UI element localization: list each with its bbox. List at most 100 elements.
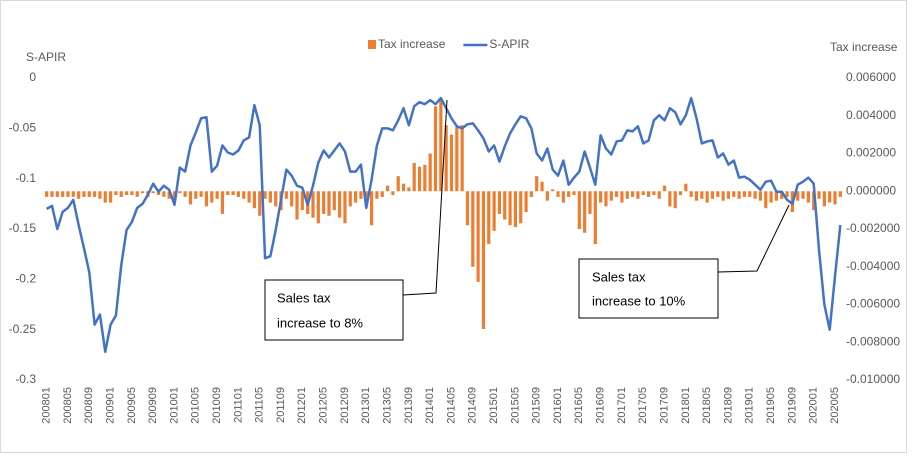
x-tick-label: 201101 xyxy=(232,387,244,423)
bar xyxy=(401,183,406,192)
bar xyxy=(577,191,581,229)
bar xyxy=(705,191,709,203)
bar xyxy=(188,191,193,205)
bar xyxy=(300,191,304,211)
bar xyxy=(561,191,565,203)
bar xyxy=(764,191,768,209)
bar xyxy=(753,191,757,199)
y2-tick-label: 0.002000 xyxy=(846,146,896,160)
bar xyxy=(167,191,171,199)
x-tick-label: 202001 xyxy=(808,387,820,424)
x-tick-label: 201901 xyxy=(744,387,756,424)
y-tick-label: -0.05 xyxy=(9,121,37,135)
bar xyxy=(833,191,837,205)
x-tick-label: 201909 xyxy=(786,387,798,424)
bar xyxy=(508,191,512,226)
bar xyxy=(338,191,342,218)
line xyxy=(46,96,842,354)
x-tick-label: 201301 xyxy=(360,387,372,424)
bar xyxy=(77,191,81,199)
bar xyxy=(332,191,336,211)
x-tick-label: 201505 xyxy=(509,387,521,424)
x-tick-label: 201009 xyxy=(211,387,223,424)
x-tick-label: 201705 xyxy=(637,387,649,424)
bar xyxy=(646,191,651,197)
bar xyxy=(151,191,155,194)
bar xyxy=(806,191,810,203)
bar xyxy=(55,191,59,197)
bar xyxy=(50,191,54,197)
bar xyxy=(369,191,374,226)
bar xyxy=(140,191,145,194)
bar xyxy=(678,191,683,196)
bar xyxy=(449,134,454,192)
bar xyxy=(220,191,225,214)
x-tick-label: 201309 xyxy=(403,387,415,424)
legend-label: Tax increase xyxy=(378,37,446,51)
bar xyxy=(630,191,635,197)
bar xyxy=(513,191,518,228)
bar xyxy=(583,191,587,233)
bar xyxy=(599,191,603,203)
y-tick-label: -0.1 xyxy=(15,171,36,185)
bar xyxy=(215,191,219,199)
bar xyxy=(428,153,432,192)
bar xyxy=(268,191,272,203)
bar xyxy=(817,191,821,199)
bar xyxy=(172,191,177,201)
x-tick-label: 201701 xyxy=(616,387,628,424)
bar xyxy=(327,191,331,216)
bar xyxy=(380,191,384,197)
y2-tick-label: -0.006000 xyxy=(846,297,900,311)
bar xyxy=(615,191,619,197)
bar xyxy=(354,191,358,203)
x-tick-label: 200801 xyxy=(41,387,53,424)
bar xyxy=(433,106,438,192)
bar xyxy=(284,191,288,199)
bar xyxy=(737,191,741,199)
bar xyxy=(662,185,667,192)
bar xyxy=(838,191,842,197)
bar xyxy=(748,191,752,197)
y2-tick-label: 0.006000 xyxy=(846,70,896,84)
bar xyxy=(258,191,262,216)
bar xyxy=(684,183,688,192)
bar xyxy=(103,191,107,203)
x-tick-label: 201409 xyxy=(467,387,479,424)
bar xyxy=(45,191,49,197)
bar xyxy=(412,162,416,192)
bar xyxy=(199,191,203,197)
bar xyxy=(529,191,533,197)
bar xyxy=(61,191,65,197)
y2-tick-label: 0.000000 xyxy=(846,183,896,197)
bar xyxy=(194,191,198,199)
x-tick-label: 201405 xyxy=(445,387,457,424)
x-tick-label: 201209 xyxy=(339,387,351,424)
y-tick-label: -0.25 xyxy=(9,322,37,336)
legend-label: S-APIR xyxy=(489,37,529,51)
bar xyxy=(476,191,480,282)
bar xyxy=(316,191,320,224)
bar xyxy=(183,191,187,197)
bar xyxy=(252,191,257,209)
bar xyxy=(343,191,347,224)
bar xyxy=(471,191,475,267)
bar xyxy=(407,187,411,192)
x-tick-label: 201609 xyxy=(595,387,607,424)
y-tick-label: 0 xyxy=(29,70,36,84)
y2-tick-label: -0.002000 xyxy=(846,221,900,235)
bar xyxy=(124,191,129,196)
y-axis-title: S-APIR xyxy=(26,50,66,64)
bar xyxy=(801,191,805,199)
bar xyxy=(130,191,134,196)
bar xyxy=(657,191,661,199)
bar xyxy=(439,100,443,192)
x-tick-label: 201001 xyxy=(168,387,180,424)
bar xyxy=(82,191,86,197)
x-tick-label: 201601 xyxy=(552,387,564,424)
y2-tick-label: -0.010000 xyxy=(846,372,900,386)
bar xyxy=(108,191,113,203)
bar xyxy=(460,125,464,192)
x-tick-label: 201801 xyxy=(680,387,692,424)
